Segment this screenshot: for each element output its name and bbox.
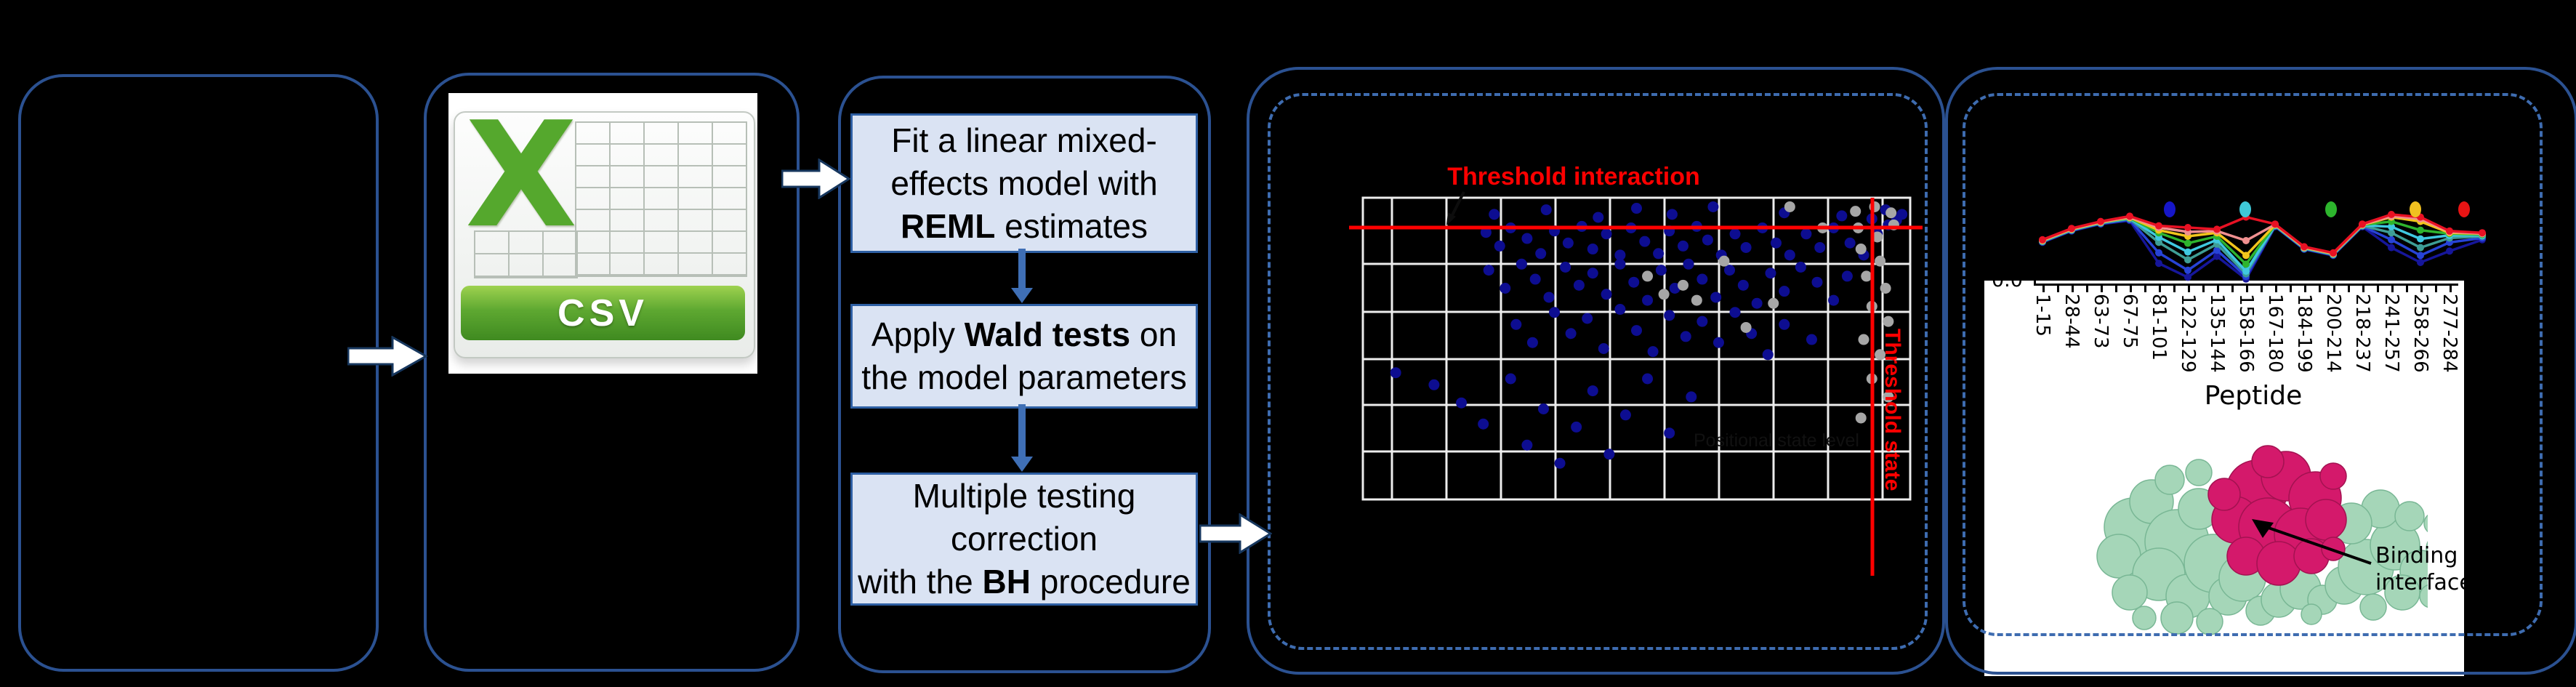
x-axis-tick xyxy=(2042,286,2045,292)
protein-structure-image xyxy=(2096,445,2428,635)
csv-file-icon: X CSV xyxy=(454,111,755,358)
csv-banner: CSV xyxy=(461,286,745,340)
x-axis-tick xyxy=(2173,286,2175,292)
panel-5-dashed-box xyxy=(1963,93,2543,636)
x-axis-tick xyxy=(2101,286,2103,292)
panel-2-box xyxy=(424,73,800,672)
hidden-legend-text: Positional state level xyxy=(1694,430,1859,451)
panel-5-box xyxy=(1945,67,2576,675)
x-axis-line xyxy=(2034,284,2458,286)
step-wald-tests: Apply Wald tests on the model parameters xyxy=(850,304,1198,409)
peptide-tick-label: 167-180 xyxy=(2264,294,2286,373)
y-axis-tick-label: 0.0 xyxy=(1992,269,2023,292)
flow-arrow-1 xyxy=(347,336,427,377)
timepoint-legend-dots xyxy=(2164,201,2470,217)
panel-3-box xyxy=(838,76,1211,673)
x-axis-tick xyxy=(2333,286,2335,292)
x-axis-tick xyxy=(2377,286,2379,292)
x-axis-tick xyxy=(2144,286,2146,292)
x-axis-tick xyxy=(2057,286,2059,292)
panel-4-dashed-box xyxy=(1268,93,1928,650)
deuterium-uptake-line-chart xyxy=(2039,211,2486,283)
peptide-tick-label: 200-214 xyxy=(2322,294,2344,373)
peptide-tick-label: 135-144 xyxy=(2206,294,2228,373)
threshold-scatter-plot xyxy=(1349,191,1923,576)
peptide-tick-label: 258-266 xyxy=(2410,294,2431,373)
x-axis-tick xyxy=(2450,286,2452,292)
x-axis-tick xyxy=(2217,286,2219,292)
peptide-tick-label: 81-101 xyxy=(2148,294,2170,361)
x-axis-tick xyxy=(2348,286,2350,292)
down-arrow-1 xyxy=(1011,249,1033,303)
peptide-tick-label: 158-166 xyxy=(2235,294,2257,373)
excel-x-icon: X xyxy=(465,111,578,260)
down-arrow-2 xyxy=(1011,404,1033,472)
peptide-tick-label: 277-284 xyxy=(2439,294,2460,373)
x-axis-tick xyxy=(2319,286,2321,292)
csv-banner-label: CSV xyxy=(558,292,648,334)
x-axis-tick xyxy=(2290,286,2292,292)
peptide-tick-label: 218-237 xyxy=(2351,294,2373,373)
peptide-tick-label: 184-199 xyxy=(2293,294,2315,373)
x-axis-tick xyxy=(2130,286,2132,292)
x-axis-tick xyxy=(2159,286,2161,292)
spreadsheet-grid-small-icon xyxy=(474,230,578,278)
protein-figure-background: Binding interface xyxy=(1984,281,2464,676)
protein-green-surface xyxy=(2096,459,2428,635)
csv-file-image: X CSV xyxy=(448,93,757,374)
flow-arrow-3 xyxy=(1199,513,1272,554)
peptide-axis-title: Peptide xyxy=(2204,381,2303,411)
spreadsheet-grid-icon xyxy=(575,121,747,277)
x-axis-tick xyxy=(2391,286,2394,292)
x-axis-tick xyxy=(2435,286,2437,292)
x-axis-tick xyxy=(2406,286,2408,292)
panel-4-box xyxy=(1247,67,1945,675)
peptide-tick-label: 67-75 xyxy=(2119,294,2141,349)
x-axis-tick xyxy=(2188,286,2190,292)
binding-interface-arrow xyxy=(2252,519,2372,565)
x-axis-tick xyxy=(2304,286,2306,292)
x-axis-tick xyxy=(2420,286,2423,292)
x-axis-tick xyxy=(2246,286,2248,292)
x-axis-tick xyxy=(2072,286,2074,292)
x-axis-tick xyxy=(2115,286,2117,292)
x-axis-tick xyxy=(2202,286,2205,292)
peptide-tick-label: 28-44 xyxy=(2061,294,2082,349)
x-axis-tick xyxy=(2362,286,2364,292)
peptide-tick-label: 1-15 xyxy=(2032,294,2053,337)
flow-arrow-2 xyxy=(781,158,850,199)
x-axis-tick xyxy=(2086,286,2088,292)
threshold-state-label: Threshold state xyxy=(1880,329,1904,491)
x-axis-tick xyxy=(2275,286,2277,292)
panel-1-box xyxy=(18,74,379,672)
step-fit-lmm: Fit a linear mixed-effects model with REM… xyxy=(850,113,1198,253)
peptide-tick-label: 122-129 xyxy=(2177,294,2199,373)
step-bh-correction: Multiple testing correction with the BH pr… xyxy=(850,473,1198,606)
peptide-tick-label: 241-257 xyxy=(2380,294,2402,373)
binding-interface-label: Binding interface xyxy=(2375,543,2464,595)
x-axis-tick xyxy=(2261,286,2263,292)
scatter-title: Threshold interaction xyxy=(1447,163,1700,190)
peptide-tick-label: 63-73 xyxy=(2090,294,2112,349)
x-axis-tick xyxy=(2231,286,2234,292)
y-axis-bracket xyxy=(2034,270,2036,286)
